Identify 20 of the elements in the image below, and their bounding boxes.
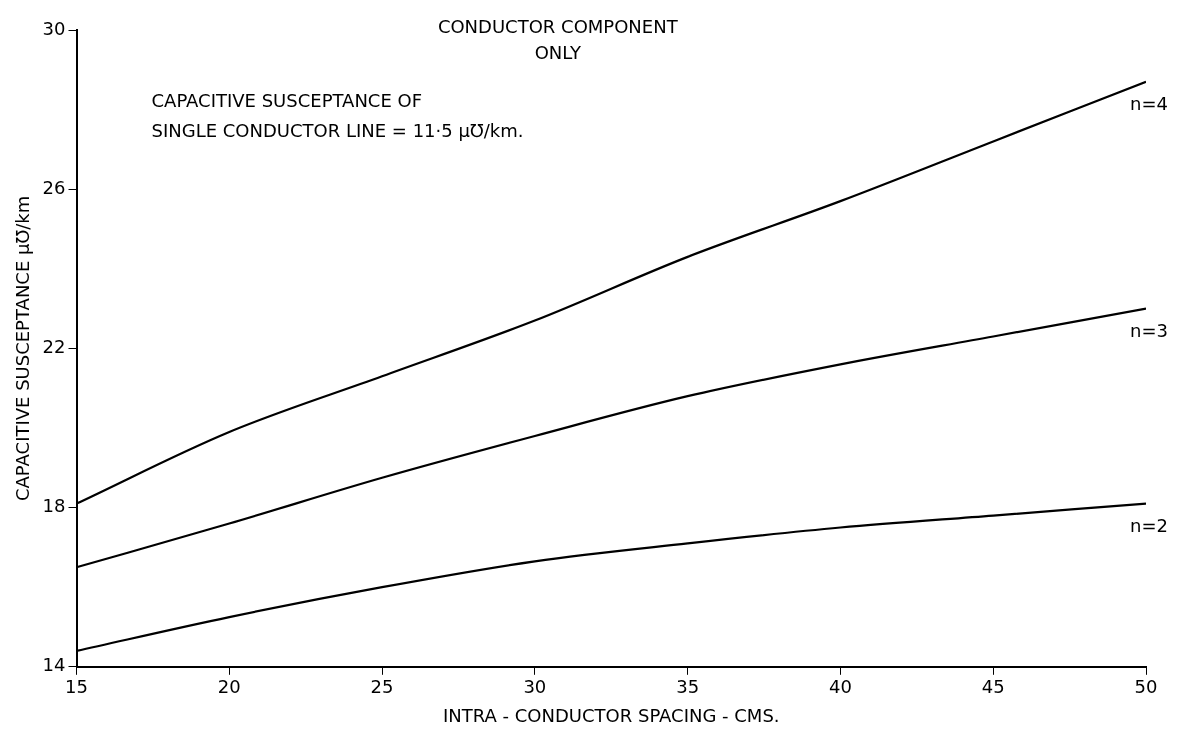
annotation: CAPACITIVE SUSCEPTANCE OF SINGLE CONDUCTOR LINE = 11·5 µ℧/km. (151, 89, 524, 141)
x-tick-label: 25 (370, 676, 394, 698)
y-tick-label: 22 (42, 336, 66, 358)
y-tick-label: 14 (42, 654, 66, 676)
chart-title: CONDUCTOR COMPONENT ONLY (437, 15, 679, 63)
x-axis-title: INTRA - CONDUCTOR SPACING - CMS. (442, 704, 780, 726)
x-tick-label: 35 (676, 676, 700, 698)
y-tick-label: 26 (42, 176, 66, 198)
x-tick-label: 15 (65, 676, 88, 698)
series-label: n=4 (1130, 93, 1168, 115)
series-label: n=3 (1130, 320, 1168, 342)
x-tick-label: 40 (828, 676, 852, 698)
y-tick-label: 30 (42, 17, 66, 39)
x-tick-label: 30 (523, 676, 547, 698)
series-label: n=2 (1130, 515, 1168, 537)
y-tick-label: 18 (42, 495, 66, 517)
y-axis-title: CAPACITIVE SUSCEPTANCE µ℧/km (12, 195, 34, 502)
x-tick-label: 45 (981, 676, 1005, 698)
x-tick-label: 20 (217, 676, 241, 698)
x-tick-label: 50 (1134, 676, 1158, 698)
